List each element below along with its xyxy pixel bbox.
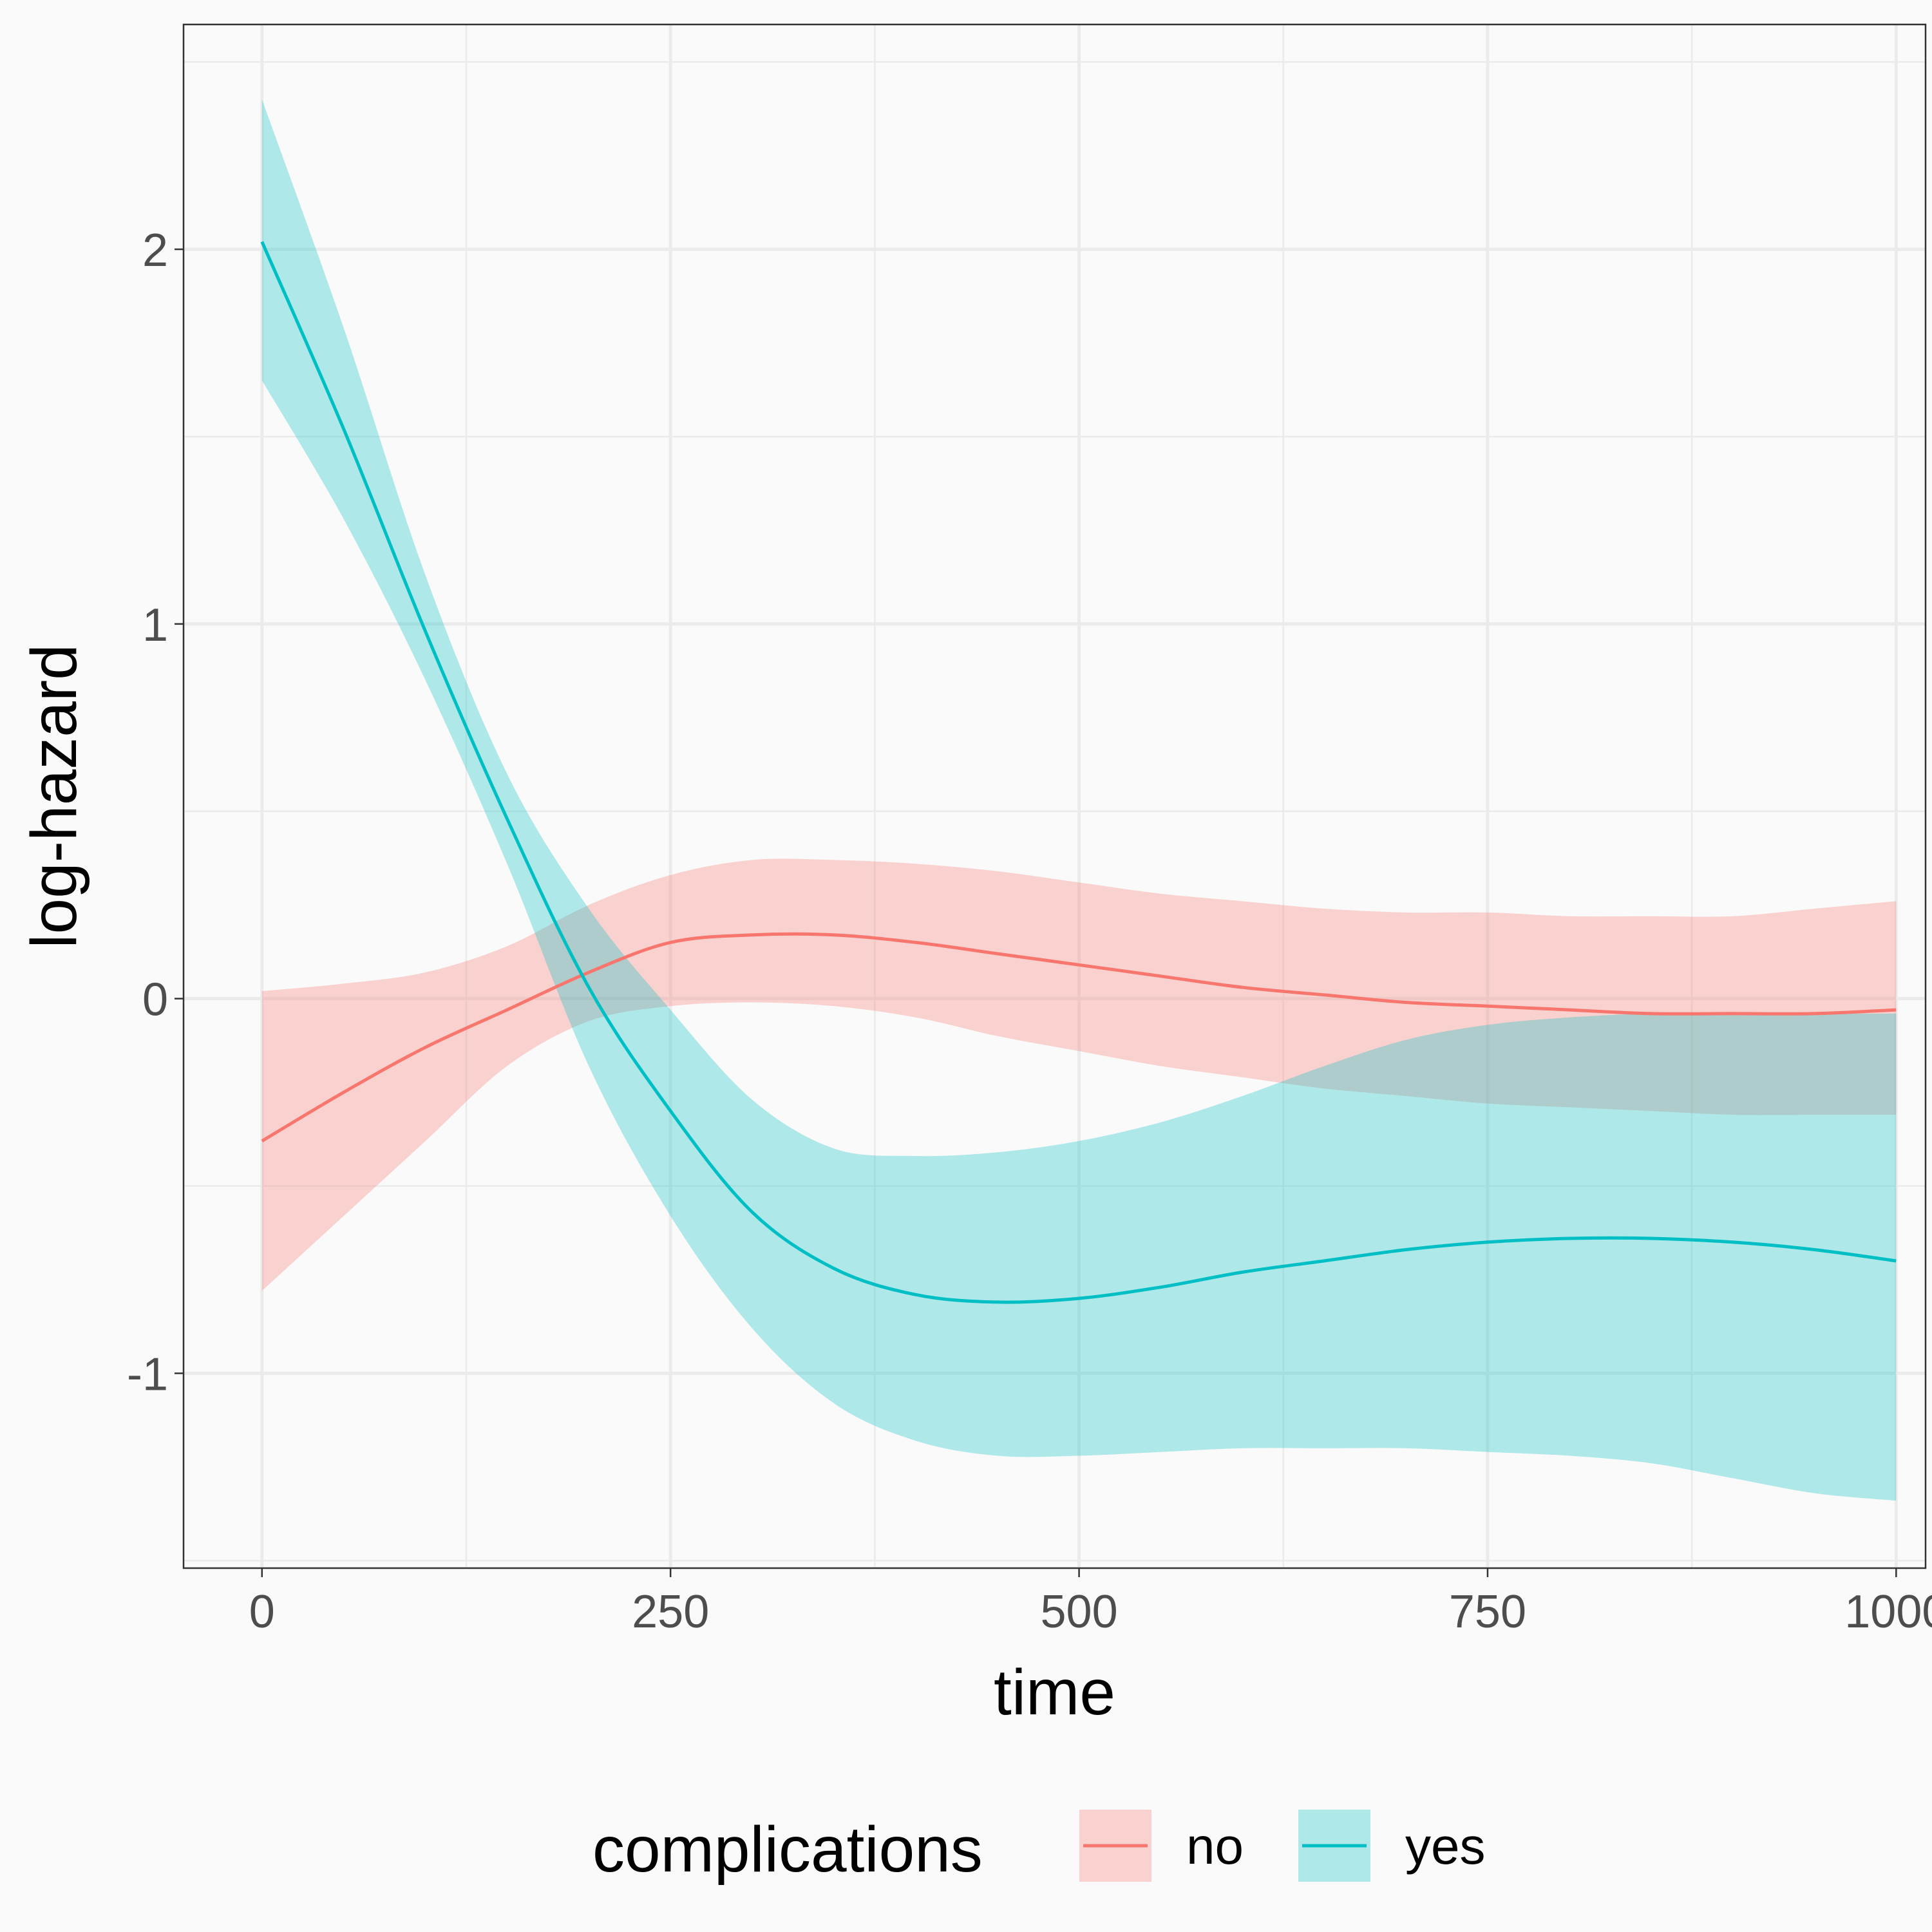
y-axis-title: log-hazard	[18, 644, 90, 949]
legend-label-yes: yes	[1405, 1817, 1486, 1875]
confidence-ribbons	[261, 99, 1897, 1501]
legend-title: complications	[592, 1814, 983, 1886]
line-yes	[260, 241, 1897, 1304]
x-tick-label: 1000	[1844, 1586, 1932, 1638]
x-axis-ticks: 0 250 500 750 1000	[249, 1568, 1932, 1638]
legend: complications no yes	[592, 1810, 1486, 1886]
y-axis-ticks: -1 0 1 2	[127, 225, 184, 1400]
legend-label-no: no	[1186, 1817, 1244, 1875]
minor-gridlines	[184, 24, 1926, 1568]
ribbon-no	[261, 858, 1897, 1291]
plot-border	[182, 23, 1927, 1569]
x-tick-label: 750	[1449, 1586, 1526, 1638]
y-tick-label: 0	[142, 974, 168, 1026]
y-tick-label: -1	[127, 1349, 168, 1400]
y-tick-label: 1	[142, 600, 168, 651]
ribbon-yes	[261, 99, 1897, 1501]
plot-panel	[184, 24, 1926, 1568]
series-lines	[260, 241, 1897, 1304]
major-gridlines	[184, 24, 1926, 1568]
x-axis-title: time	[994, 1656, 1115, 1728]
x-tick-label: 500	[1040, 1586, 1117, 1638]
x-tick-label: 0	[249, 1586, 275, 1638]
y-tick-label: 2	[142, 225, 168, 276]
x-tick-label: 250	[632, 1586, 709, 1638]
line-no	[261, 932, 1897, 1142]
